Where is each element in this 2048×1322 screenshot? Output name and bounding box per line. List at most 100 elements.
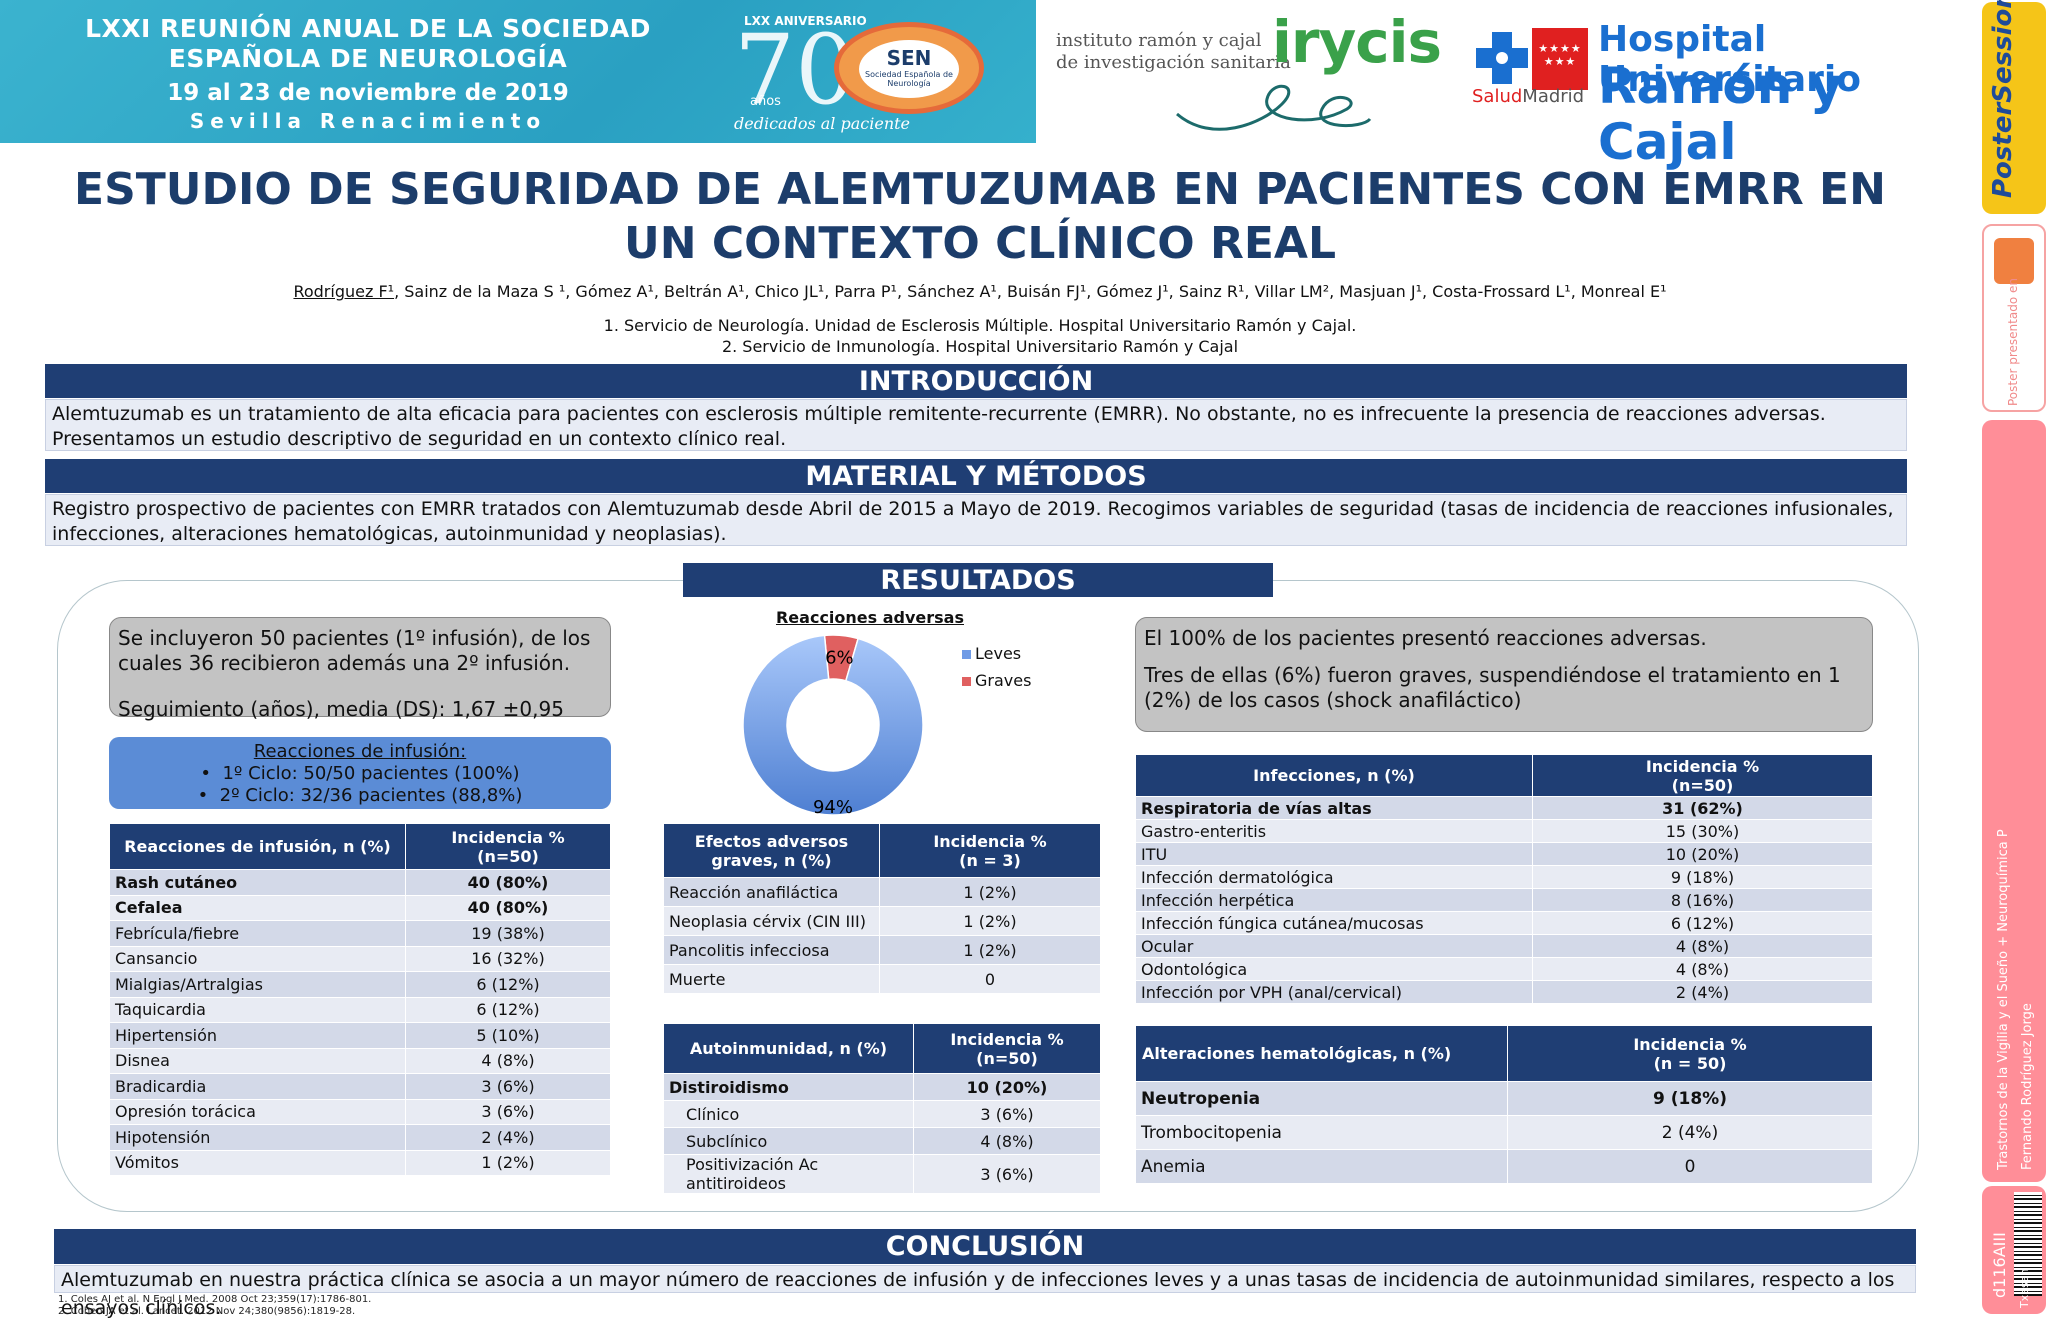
table-row: Respiratoria de vías altas 31 (62%) (1135, 796, 1873, 820)
slice-label-leves: 94% (813, 797, 853, 818)
table-row: Cansancio 16 (32%) (109, 945, 611, 972)
methods-text: Registro prospectivo de pacientes con EM… (45, 494, 1907, 546)
row-value: 3 (6%) (405, 1073, 611, 1100)
table-row: Infección fúngica cutánea/mucosas 6 (12%) (1135, 911, 1873, 935)
poster-code-strip: d116AIII Txasan (1982, 1186, 2046, 1314)
row-value: 5 (10%) (405, 1022, 611, 1049)
row-value: 1 (2%) (879, 906, 1101, 936)
affiliations: 1. Servicio de Neurología. Unidad de Esc… (50, 315, 1910, 357)
row-label: Respiratoria de vías altas (1135, 796, 1533, 820)
table-row: Febrícula/fiebre 19 (38%) (109, 920, 611, 947)
row-label: Subclínico (663, 1127, 914, 1155)
hemato-col-header-2b: (n = 50) (1653, 1053, 1727, 1073)
infections-col-header-1: Infecciones, n (%) (1135, 754, 1533, 797)
row-label: Reacción anafiláctica (663, 877, 880, 907)
infusion-table-body: Rash cutáneo 40 (80%) Cefalea 40 (80%) Febrí… (109, 869, 611, 1176)
row-value: 1 (2%) (879, 935, 1101, 965)
row-value: 16 (32%) (405, 945, 611, 972)
row-label: Opresión torácica (109, 1098, 406, 1125)
congress-banner: LXXI REUNIÓN ANUAL DE LA SOCIEDAD ESPAÑO… (0, 0, 1036, 143)
barcode-icon (2014, 1192, 2042, 1296)
row-value: 8 (16%) (1532, 888, 1873, 912)
legend-swatch-leves (962, 650, 971, 659)
row-label: Muerte (663, 964, 880, 994)
row-label: Taquicardia (109, 996, 406, 1023)
table-row: Hipertensión 5 (10%) (109, 1022, 611, 1049)
hospital-name-line-2: Ramón y Cajal (1598, 57, 1843, 171)
poster-mark: Txasan (2018, 1268, 2031, 1308)
row-value: 6 (12%) (1532, 911, 1873, 935)
congress-line-2: ESPAÑOLA DE NEUROLOGÍA (168, 44, 568, 73)
table-row: Neoplasia cérvix (CIN III) 1 (2%) (663, 906, 1101, 936)
row-label: Pancolitis infecciosa (663, 935, 880, 965)
row-label: Gastro-enteritis (1135, 819, 1533, 843)
affiliation-2: 2. Servicio de Inmunología. Hospital Uni… (721, 337, 1239, 356)
row-label: Infección dermatológica (1135, 865, 1533, 889)
row-value: 1 (2%) (405, 1149, 611, 1176)
row-label: Febrícula/fiebre (109, 920, 406, 947)
infections-col-header-2: Incidencia % (n=50) (1532, 754, 1873, 797)
row-value: 1 (2%) (879, 877, 1101, 907)
auto-col-header-1: Autoinmunidad, n (%) (663, 1023, 914, 1074)
table-row: Infección dermatológica 9 (18%) (1135, 865, 1873, 889)
aniversario-label: LXX ANIVERSARIO (744, 14, 867, 28)
row-label: Clínico (663, 1100, 914, 1128)
infections-col-header-2a: Incidencia % (1645, 756, 1760, 776)
table-row: Reacción anafiláctica 1 (2%) (663, 877, 1101, 907)
row-value: 2 (4%) (1507, 1115, 1873, 1150)
adverse-reactions-donut-chart: 94% 6% (742, 634, 924, 818)
author-list: Rodríguez F¹, Sainz de la Maza S ¹, Góme… (50, 282, 1910, 301)
row-value: 6 (12%) (405, 971, 611, 998)
row-label: Cansancio (109, 945, 406, 972)
infections-table-body: Respiratoria de vías altas 31 (62%) Gastro… (1135, 796, 1873, 1004)
table-row: Mialgias/Artralgias 6 (12%) (109, 971, 611, 998)
poster-code: d116AIII (1990, 1232, 2009, 1298)
row-label: Infección herpética (1135, 888, 1533, 912)
row-label: ITU (1135, 842, 1533, 866)
row-label: Neoplasia cérvix (CIN III) (663, 906, 880, 936)
row-label: Infección por VPH (anal/cervical) (1135, 980, 1533, 1004)
row-value: 4 (8%) (405, 1047, 611, 1074)
infusion-col-header-1: Reacciones de infusión, n (%) (109, 823, 406, 870)
graves-col-header-1a: Efectos adversos (694, 831, 849, 851)
legend-swatch-graves (962, 677, 971, 686)
table-row: Anemia 0 (1135, 1149, 1873, 1184)
infusion-cycle-2: • 2º Ciclo: 32/36 pacientes (88,8%) (197, 785, 523, 806)
row-value: 15 (30%) (1532, 819, 1873, 843)
patients-summary-box: Se incluyeron 50 pacientes (1º infusión)… (109, 617, 611, 721)
autoimmunity-table-body: Distiroidismo 10 (20%) Clínico 3 (6%) Subclí… (663, 1073, 1101, 1194)
irycis-swirl-icon (1176, 84, 1372, 131)
auto-col-header-2a: Incidencia % (950, 1029, 1064, 1049)
session-author: Fernando Rodríguez Jorge (2020, 1003, 2035, 1170)
table-row: Vómitos 1 (2%) (109, 1149, 611, 1176)
poster-session-online-badge[interactable]: PosterSessionOnline (1982, 0, 2046, 214)
hemato-col-header-1: Alteraciones hematológicas, n (%) (1135, 1025, 1508, 1082)
row-label: Ocular (1135, 934, 1533, 958)
table-row: Odontológica 4 (8%) (1135, 957, 1873, 981)
conclusion-heading: CONCLUSIÓN (54, 1229, 1916, 1264)
congress-venue: Sevilla Renacimiento (189, 109, 547, 133)
table-row: Clínico 3 (6%) (663, 1100, 1101, 1128)
table-row: Ocular 4 (8%) (1135, 934, 1873, 958)
slice-leves (742, 634, 924, 816)
auto-col-header-2: Incidencia % (n=50) (913, 1023, 1101, 1074)
table-row: Gastro-enteritis 15 (30%) (1135, 819, 1873, 843)
row-value: 40 (80%) (405, 894, 611, 921)
madrid-stars-icon: ★★★★ ★★★ (1538, 42, 1582, 68)
row-value: 2 (4%) (405, 1124, 611, 1151)
row-value: 10 (20%) (913, 1073, 1101, 1101)
adverse-summary-line-1: El 100% de los pacientes presentó reacci… (1144, 626, 1707, 650)
autoimmunity-table: Autoinmunidad, n (%) Incidencia % (n=50) … (663, 1023, 1101, 1194)
table-row: Distiroidismo 10 (20%) (663, 1073, 1101, 1101)
sen-acronym: SEN (886, 46, 932, 70)
legend-item-leves: Leves (962, 640, 1031, 667)
methods-heading: MATERIAL Y MÉTODOS (45, 459, 1907, 493)
infusion-col-header-2a: Incidencia % (451, 827, 565, 847)
row-value: 4 (8%) (1532, 957, 1873, 981)
row-label: Bradicardia (109, 1073, 406, 1100)
table-row: Subclínico 4 (8%) (663, 1127, 1101, 1155)
intro-text: Alemtuzumab es un tratamiento de alta ef… (45, 399, 1907, 451)
row-value: 31 (62%) (1532, 796, 1873, 820)
hemato-col-header-2a: Incidencia % (1633, 1034, 1747, 1054)
table-row: Positivización Ac antitiroideos 3 (6%) (663, 1154, 1101, 1194)
